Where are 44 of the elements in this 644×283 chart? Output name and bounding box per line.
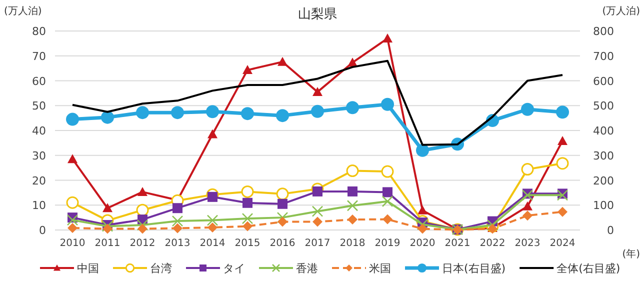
y-tick-label: 10 <box>32 199 46 212</box>
y-tick-label: 70 <box>32 50 46 63</box>
y2-tick-label: 400 <box>593 124 614 138</box>
x-tick-label: 2023 <box>514 238 540 249</box>
y2-tick-label: 300 <box>593 149 614 162</box>
x-tick-label: 2010 <box>60 238 86 249</box>
x-tick-label: 2016 <box>270 238 296 249</box>
y-tick-label: 40 <box>32 124 46 138</box>
y2-tick-label: 800 <box>593 25 614 38</box>
x-tick-label: 2022 <box>480 238 506 249</box>
x-tick-label: 2018 <box>340 238 366 249</box>
legend-label: 米国 <box>369 262 391 275</box>
y2-axis-title: (万人泊) <box>602 5 640 17</box>
y2-tick-label: 200 <box>593 174 614 188</box>
legend-label: タイ <box>223 262 245 275</box>
x-tick-label: 2013 <box>164 238 190 249</box>
y2-tick-label: 600 <box>593 74 614 88</box>
x-tick-label: 2011 <box>94 238 120 249</box>
legend-label: 台湾 <box>150 262 172 275</box>
legend-label: 全体(右目盛) <box>556 262 620 275</box>
x-tick-label: 2017 <box>304 238 330 249</box>
y2-tick-label: 700 <box>593 50 614 63</box>
y-tick-label: 60 <box>32 74 46 88</box>
y-tick-label: 30 <box>32 149 46 162</box>
x-tick-label: 2015 <box>234 238 260 249</box>
y-tick-label: 20 <box>32 174 46 188</box>
y2-tick-label: 0 <box>607 224 614 237</box>
x-tick-label: 2014 <box>200 238 226 249</box>
x-axis-title: (年) <box>622 248 640 260</box>
y-tick-label: 50 <box>32 100 46 113</box>
x-tick-label: 2021 <box>444 238 470 249</box>
y-tick-label: 80 <box>32 25 46 38</box>
chart-title: 山梨県 <box>298 7 337 22</box>
y-tick-label: 0 <box>39 224 46 237</box>
y-axis-title: (万人泊) <box>4 5 42 17</box>
x-tick-label: 2024 <box>550 238 576 249</box>
x-tick-label: 2019 <box>374 238 400 249</box>
legend-label: 日本(右目盛) <box>442 262 506 275</box>
x-tick-label: 2020 <box>410 238 436 249</box>
y2-tick-label: 100 <box>593 199 614 212</box>
legend-label: 香港 <box>296 262 318 275</box>
y2-tick-label: 500 <box>593 100 614 113</box>
legend-label: 中国 <box>77 262 99 275</box>
x-tick-label: 2012 <box>130 238 156 249</box>
